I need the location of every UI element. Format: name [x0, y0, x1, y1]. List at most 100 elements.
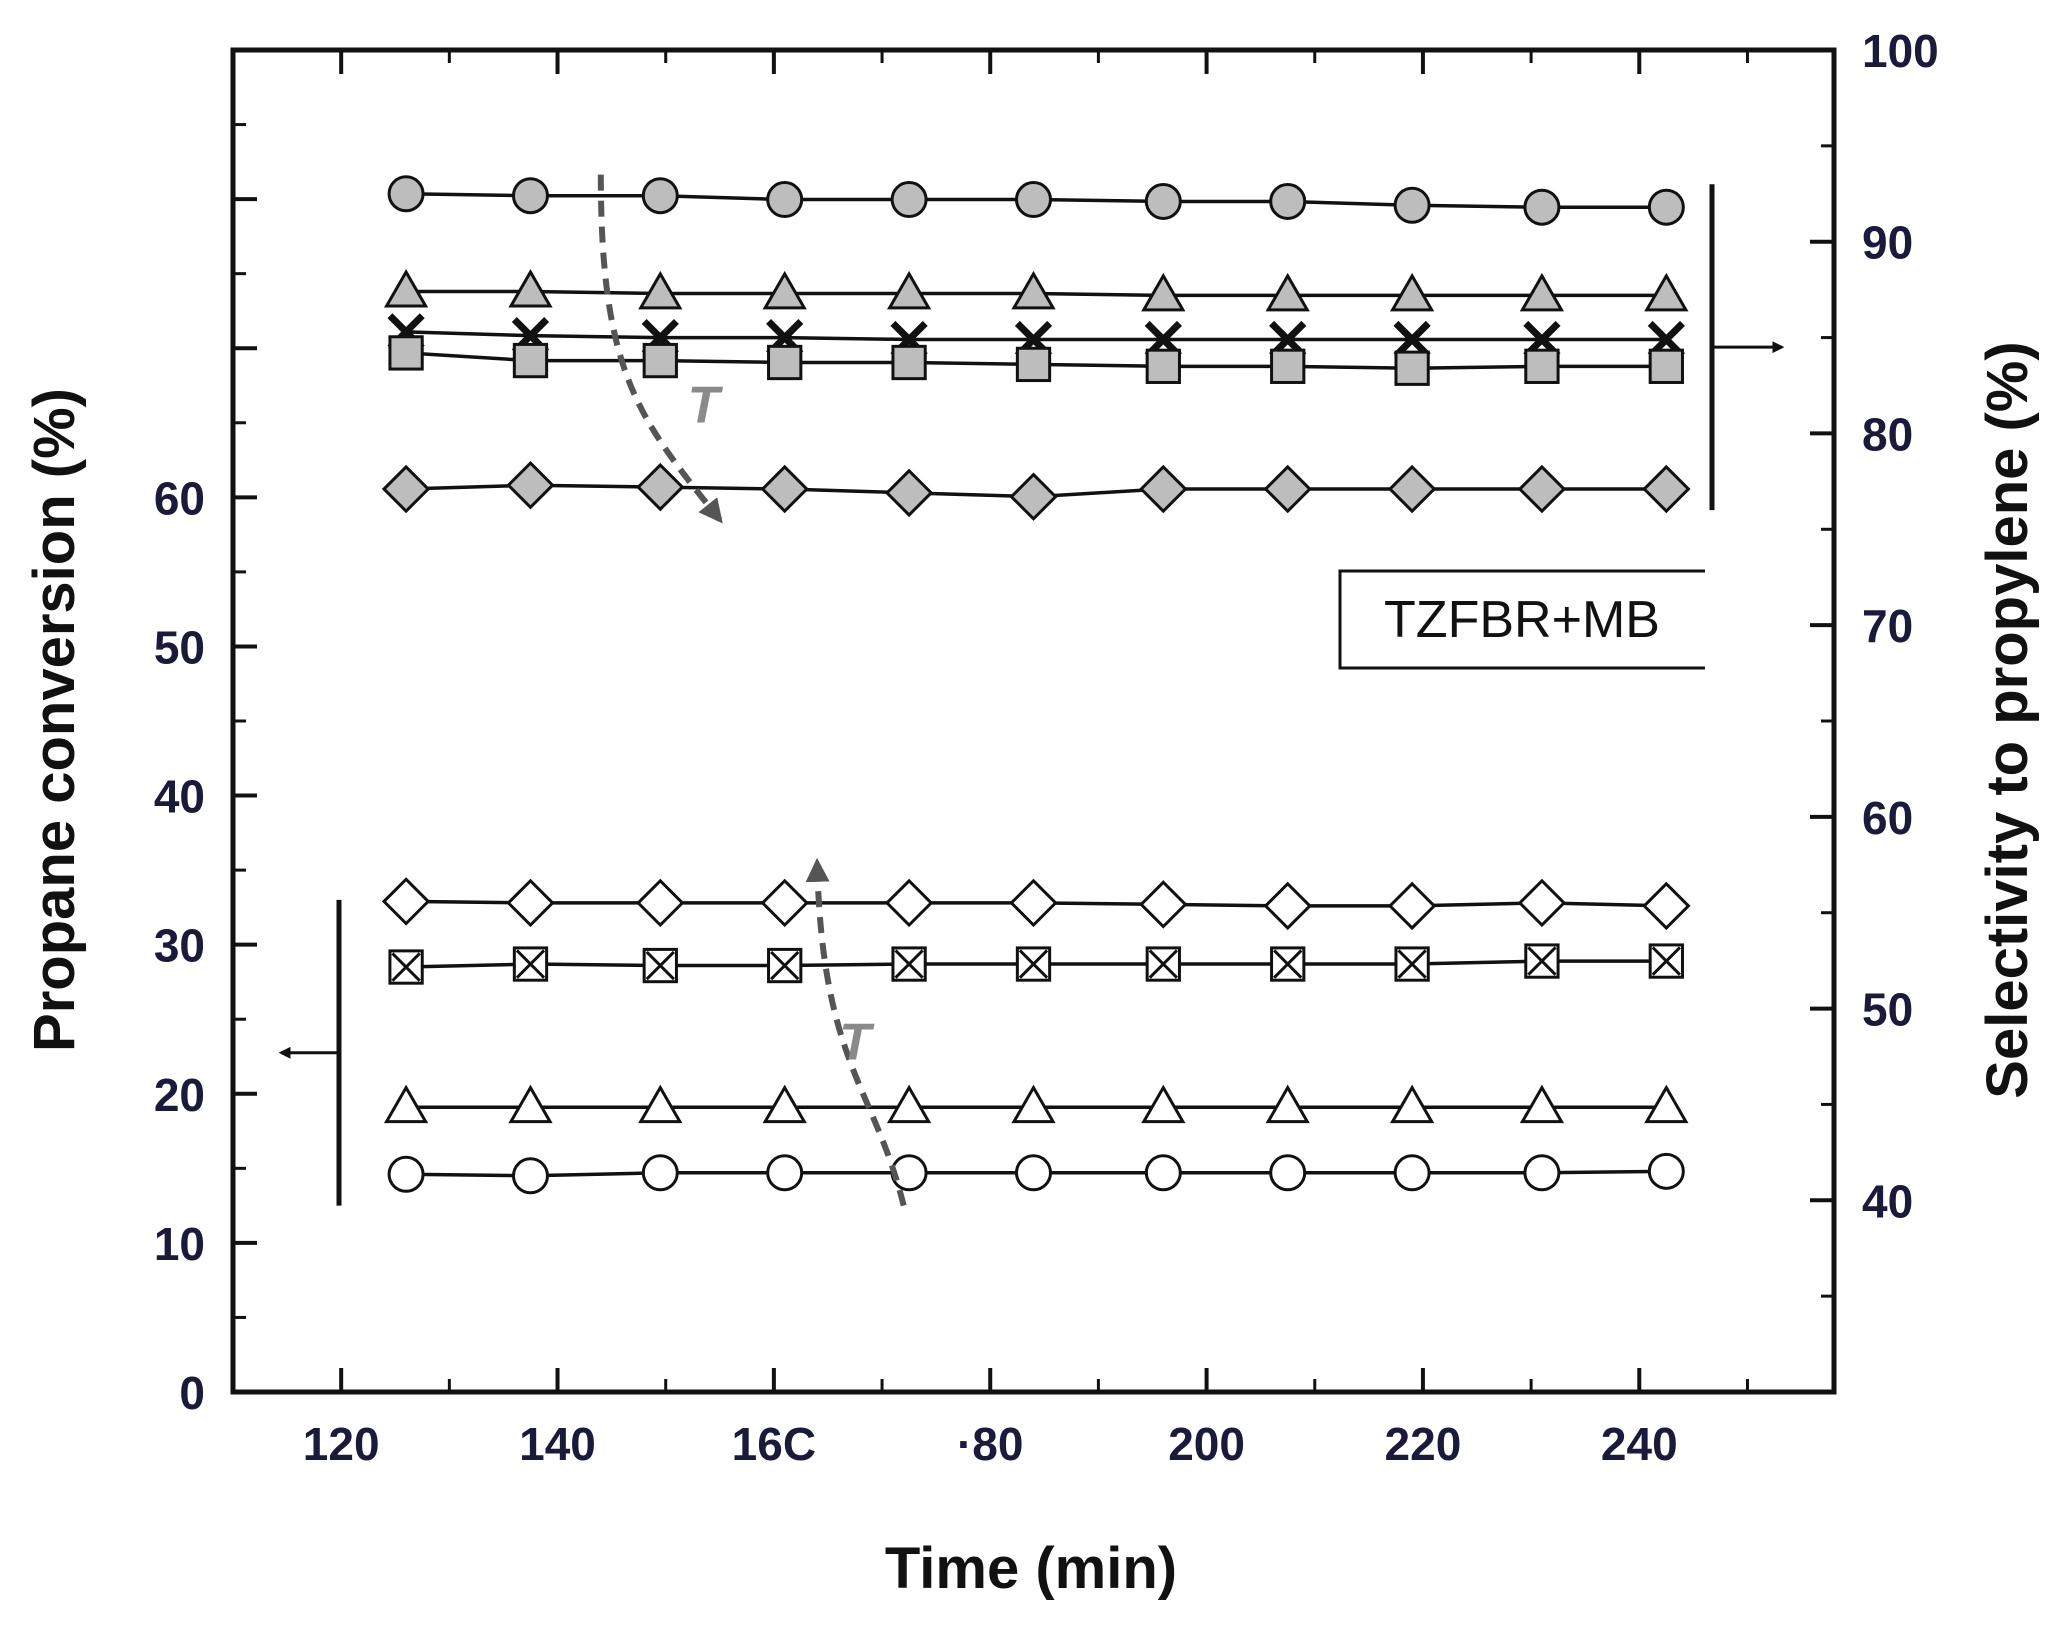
data-point-diamond	[760, 878, 809, 928]
data-point-x	[1393, 320, 1431, 359]
data-point-square	[891, 344, 927, 381]
data-point-triangle	[638, 1084, 683, 1124]
data-point-circle	[641, 1154, 679, 1192]
x-tick-label: 200	[1168, 1418, 1245, 1470]
data-point-diamond	[884, 468, 934, 518]
legend-box: TZFBR+MB	[1338, 569, 1705, 670]
data-point-circle	[890, 181, 928, 219]
data-point-diamond	[381, 877, 431, 926]
data-point-square-x	[767, 947, 803, 984]
data-point-diamond	[1642, 881, 1691, 931]
data-point-circle	[1523, 1154, 1561, 1192]
data-point-triangle	[508, 269, 553, 308]
data-point-circle	[1144, 182, 1182, 220]
annotations: TT	[278, 174, 1785, 1207]
x-tick-label: 220	[1385, 1418, 1462, 1470]
data-point-triangle	[1011, 270, 1056, 310]
data-point-triangle	[1644, 1084, 1689, 1124]
y-right-tick-label: 80	[1862, 408, 1913, 460]
data-point-diamond	[1517, 878, 1567, 928]
data-point-square	[1394, 350, 1430, 386]
data-point-triangle	[1265, 1084, 1310, 1124]
y-left-tick-label: 0	[179, 1367, 205, 1419]
y-axis-left-title: Propane conversion (%)	[22, 388, 87, 1052]
plot-frame	[230, 47, 1837, 1395]
data-point-triangle	[1519, 1084, 1565, 1124]
data-point-square	[1270, 348, 1306, 384]
data-point-diamond	[1642, 464, 1691, 514]
x-tick-label: 16C	[732, 1418, 816, 1470]
data-point-circle	[1015, 1154, 1052, 1192]
data-point-triangle	[1389, 272, 1435, 312]
data-point-square-x	[1145, 946, 1181, 982]
data-point-circle	[1647, 1152, 1685, 1190]
data-point-diamond	[506, 460, 555, 510]
data-point-triangle	[1141, 1084, 1186, 1124]
data-point-circle	[387, 175, 425, 213]
data-point-triangle	[383, 1084, 429, 1124]
tick-labels: 120 140 16C ·80 200 220 240 0 10 20 30 40 50 60 40 50 60…	[154, 25, 1939, 1470]
y-left-tick-label: 60	[154, 472, 205, 524]
data-point-triangle	[638, 270, 683, 310]
data-point-square-x	[1015, 946, 1052, 982]
data-point-circle	[1647, 188, 1685, 226]
data-point-triangle	[1141, 272, 1186, 312]
data-point-circle	[511, 1157, 549, 1195]
data-point-circle	[1144, 1154, 1182, 1192]
data-point-circle	[1393, 1154, 1431, 1192]
data-point-square	[642, 342, 678, 379]
data-point-triangle	[886, 270, 932, 310]
data-point-triangle	[1389, 1084, 1435, 1124]
data-point-diamond	[381, 464, 431, 514]
data-point-circle	[1269, 1154, 1307, 1192]
temperature-trend-label: T	[688, 377, 724, 435]
temperature-trend-label: T	[839, 1014, 875, 1072]
data-point-triangle	[508, 1084, 553, 1124]
x-axis-title: Time (min)	[885, 1536, 1177, 1601]
data-point-square	[767, 344, 803, 381]
data-point-diamond	[1263, 881, 1312, 931]
data-point-triangle	[762, 1084, 807, 1124]
y-left-tick-label: 30	[154, 920, 205, 972]
data-point-square	[1648, 348, 1684, 384]
data-point-triangle	[1265, 272, 1310, 312]
x-tick-label: ·80	[957, 1418, 1023, 1470]
data-point-square	[1524, 348, 1560, 384]
data-point-diamond	[1139, 880, 1188, 929]
data-point-circle	[1269, 182, 1307, 220]
data-point-circle	[1015, 181, 1052, 219]
x-tick-label: 120	[303, 1418, 380, 1470]
data-point-diamond	[1009, 472, 1058, 521]
data-point-square-x	[1648, 943, 1684, 979]
data-point-diamond	[1139, 464, 1188, 514]
series-markers	[381, 175, 1691, 1195]
y-right-tick-label: 50	[1862, 984, 1913, 1036]
y-right-tick-label: 60	[1862, 792, 1913, 844]
legend-label: TZFBR+MB	[1384, 591, 1660, 649]
data-point-diamond	[1263, 464, 1312, 514]
y-right-tick-label: 70	[1862, 600, 1913, 652]
data-point-square	[1145, 348, 1181, 384]
data-point-diamond	[1387, 464, 1437, 514]
data-point-circle	[766, 181, 804, 219]
y-right-tick-label: 90	[1862, 217, 1913, 269]
data-point-triangle	[1519, 272, 1565, 312]
data-point-square-x	[891, 946, 927, 982]
temperature-trend-arrow	[597, 174, 723, 524]
y-right-tick-label: 40	[1862, 1175, 1913, 1227]
data-point-square-x	[1270, 946, 1306, 982]
data-point-diamond	[760, 464, 809, 514]
data-point-diamond	[636, 878, 685, 928]
data-point-diamond	[636, 462, 685, 512]
data-point-square-x	[1394, 946, 1430, 982]
data-point-circle	[511, 177, 549, 215]
data-point-triangle	[1644, 272, 1689, 312]
data-point-square-x	[642, 947, 678, 984]
data-point-triangle	[762, 270, 807, 310]
data-point-diamond	[506, 878, 555, 928]
data-point-diamond	[1009, 878, 1058, 928]
data-point-square	[512, 342, 549, 379]
y-left-tick-label: 50	[154, 621, 205, 673]
data-point-triangle	[383, 269, 429, 308]
data-point-circle	[766, 1154, 804, 1192]
